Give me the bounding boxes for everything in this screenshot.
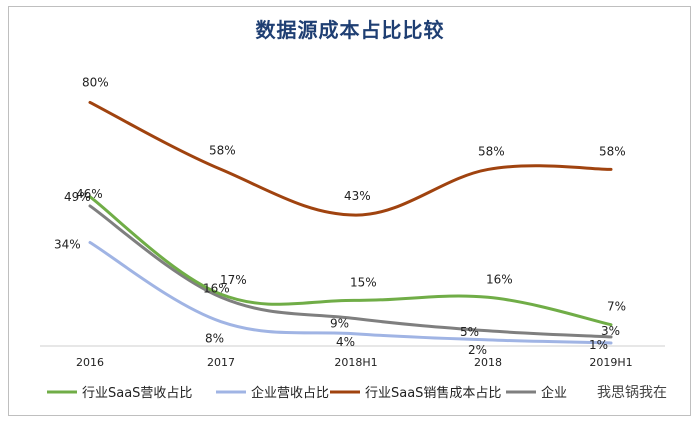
x-axis-ticks: 2016 2017 2018H1 2018 2019H1 <box>76 356 633 369</box>
data-label-saas-sales-cost-0: 80% <box>82 75 109 89</box>
legend-label-saas-revenue: 行业SaaS营收占比 <box>82 386 192 401</box>
series-line-saas-revenue <box>88 195 613 327</box>
x-tick-label-4: 2019H1 <box>589 356 632 369</box>
data-label-enterprise-other-1: 16% <box>203 281 230 295</box>
data-label-saas-sales-cost-2: 43% <box>344 189 371 203</box>
chart-frame <box>8 6 691 416</box>
data-label-saas-revenue-3: 16% <box>486 272 513 286</box>
chart-title: 数据源成本占比比较 <box>255 18 445 42</box>
data-labels: 49% 17% 15% 16% 7% 34% 8% 4% 2% 1% 80% 58% 43% 58% 58%… <box>54 75 626 356</box>
data-label-enterprise-revenue-1: 8% <box>205 332 224 346</box>
series-layer <box>88 100 613 345</box>
x-tick-label-3: 2018 <box>474 356 502 369</box>
legend: 行业SaaS营收占比 企业营收占比 行业SaaS销售成本占比 企业 我思锅我在 <box>47 385 667 401</box>
data-label-enterprise-revenue-2: 4% <box>336 335 355 349</box>
data-label-enterprise-other-3: 5% <box>460 325 479 339</box>
series-line-saas-sales-cost <box>88 100 613 217</box>
data-label-enterprise-revenue-4: 1% <box>589 338 608 352</box>
legend-label-saas-sales-cost: 行业SaaS销售成本占比 <box>365 385 501 401</box>
data-label-enterprise-other-0: 46% <box>76 187 103 201</box>
data-label-saas-sales-cost-4: 58% <box>599 144 626 158</box>
data-label-enterprise-other-2: 9% <box>330 317 349 331</box>
data-label-saas-revenue-4: 7% <box>607 300 626 314</box>
x-tick-label-0: 2016 <box>76 356 104 369</box>
data-label-saas-revenue-1: 17% <box>220 273 247 287</box>
watermark: 我思锅我在 <box>597 385 667 401</box>
data-label-saas-revenue-2: 15% <box>350 275 377 289</box>
data-label-enterprise-revenue-3: 2% <box>468 343 487 357</box>
data-label-enterprise-other-4: 3% <box>601 324 620 338</box>
data-label-enterprise-revenue-0: 34% <box>54 237 81 251</box>
legend-label-enterprise-other: 企业 <box>541 385 567 401</box>
legend-label-enterprise-revenue: 企业营收占比 <box>251 385 329 401</box>
x-tick-label-1: 2017 <box>207 356 235 369</box>
series-line-enterprise-revenue <box>88 240 613 345</box>
x-tick-label-2: 2018H1 <box>334 356 377 369</box>
data-label-saas-sales-cost-3: 58% <box>478 144 505 158</box>
data-label-saas-sales-cost-1: 58% <box>209 143 236 157</box>
data-label-saas-revenue-0: 49% <box>64 190 91 204</box>
series-line-enterprise-other <box>88 204 613 339</box>
